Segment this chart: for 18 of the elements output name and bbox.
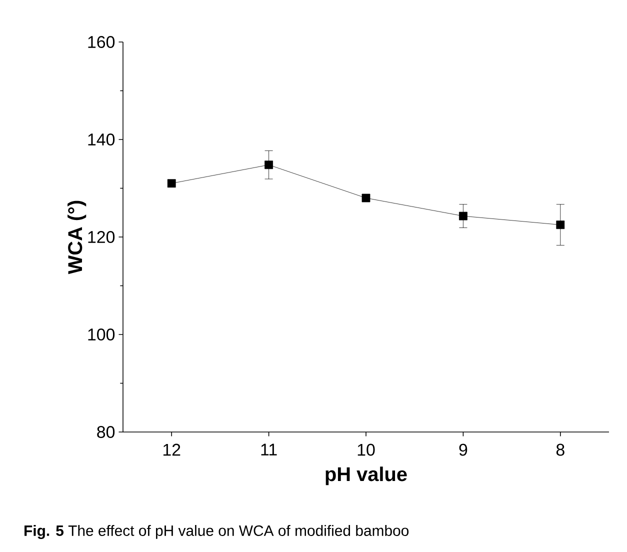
x-tick-label: 10 bbox=[358, 444, 375, 456]
y-tick-label: 140 bbox=[88, 134, 115, 146]
x-tick-label: 8 bbox=[556, 444, 564, 456]
x-tick-label: 9 bbox=[459, 444, 468, 456]
y-tick-label: 100 bbox=[88, 328, 115, 341]
y-axis-title: WCA (°) bbox=[68, 200, 86, 274]
point bbox=[362, 194, 370, 202]
point bbox=[556, 220, 565, 230]
point bbox=[167, 179, 176, 188]
x-tick-label: 11 bbox=[261, 444, 277, 456]
x-tick-label: 12 bbox=[163, 444, 180, 456]
text: Fig. 5 The effect of pH value on WCA of modified bamboo bbox=[24, 525, 409, 540]
point bbox=[458, 212, 468, 220]
y-tick-label: 160 bbox=[88, 36, 115, 48]
point bbox=[264, 160, 273, 170]
y-tick-label: 120 bbox=[88, 231, 115, 244]
x-axis-title: pH value bbox=[326, 466, 407, 486]
y-tick-label: 80 bbox=[97, 426, 115, 438]
